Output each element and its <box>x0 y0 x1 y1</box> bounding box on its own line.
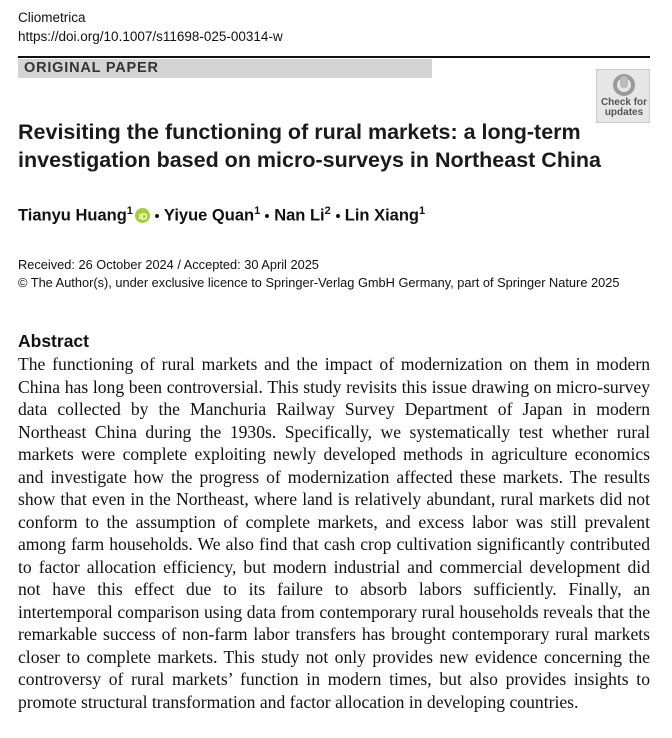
orcid-glyph <box>141 212 148 220</box>
abstract-heading: Abstract <box>18 331 89 351</box>
check-updates-text: Check for updates <box>600 97 648 118</box>
author-separator <box>265 214 270 219</box>
orcid-icon[interactable] <box>134 207 150 223</box>
author-separator <box>335 214 340 219</box>
paper-title: Revisiting the functioning of rural mark… <box>18 120 602 172</box>
copyright: © The Author(s), under exclusive licence… <box>18 275 620 290</box>
check-updates-badge[interactable]: Check for updates <box>596 69 650 123</box>
doi-link[interactable]: https://doi.org/10.1007/s11698-025-00314… <box>18 29 283 44</box>
author-affiliation: 2 <box>324 205 331 217</box>
author-separator <box>154 214 159 219</box>
author-affiliation: 1 <box>419 205 426 217</box>
author-name: Lin Xiang <box>344 206 420 225</box>
author-name: Nan Li <box>274 206 325 225</box>
journal-name: Cliometrica <box>18 10 86 25</box>
author-affiliation: 1 <box>254 205 261 217</box>
author-name: Yiyue Quan <box>163 206 255 225</box>
check-icon <box>613 74 635 96</box>
author-list: Tianyu Huang1 Yiyue Quan1 Nan Li2 Lin Xiang… <box>18 205 425 226</box>
abstract-text: The functioning of rural markets and the… <box>18 354 650 712</box>
article-type-bar: ORIGINAL PAPER <box>18 59 432 78</box>
article-type: ORIGINAL PAPER <box>24 60 159 76</box>
author-affiliation: 1 <box>126 205 133 217</box>
author-name: Tianyu Huang <box>18 206 127 225</box>
header-rule <box>18 56 650 58</box>
dates: Received: 26 October 2024 / Accepted: 30… <box>18 257 319 272</box>
orcid-glyph <box>138 213 141 219</box>
